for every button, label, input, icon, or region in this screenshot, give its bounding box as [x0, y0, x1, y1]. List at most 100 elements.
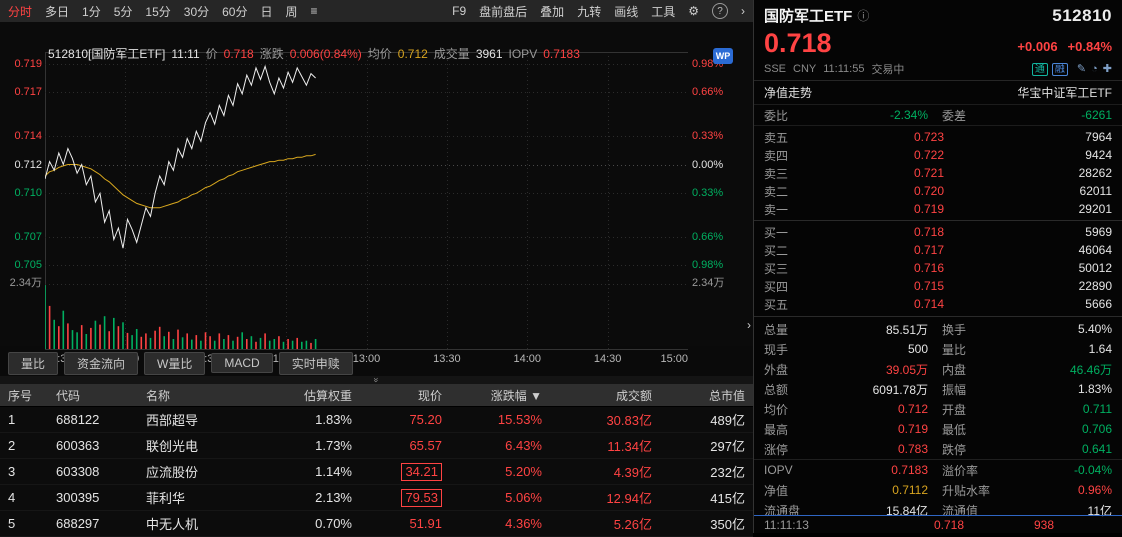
stat-value: 5.40% [1077, 322, 1112, 336]
ask-volume: 62011 [1079, 184, 1112, 198]
y-axis-price-label: 0.712 [14, 158, 42, 171]
bid-row[interactable]: 买三 0.716 50012 [754, 259, 1122, 277]
table-row[interactable]: 2 600363 联创光电 1.73% 65.57 6.43% 11.34亿 297亿 [0, 433, 753, 459]
stat-value: 1.64 [1088, 342, 1112, 356]
bid-price: 0.717 [913, 243, 944, 257]
table-row[interactable]: 5 688297 中无人机 0.70% 51.91 4.36% 5.26亿 350亿 [0, 511, 753, 537]
bid-row[interactable]: 买二 0.717 46064 [754, 241, 1122, 259]
etf-name: 国防军工ETF ⓘ [764, 8, 870, 25]
help-icon[interactable]: ? [712, 3, 728, 19]
gear-icon[interactable]: ⚙ [688, 4, 699, 18]
pen-icon[interactable]: ✎ [1076, 63, 1087, 75]
ask-row[interactable]: 卖一 0.719 29201 [754, 200, 1122, 218]
y-axis-pct-label: 0.33% [692, 187, 724, 200]
last-price: 0.718 [764, 28, 832, 58]
ask-price: 0.722 [913, 148, 944, 162]
stat-label: 最高 [764, 422, 789, 437]
table-row[interactable]: 4 300395 菲利华 2.13% 79.53 5.06% 12.94亿 415亿 [0, 485, 753, 511]
table-header-5[interactable]: 涨跌幅 ▼ [490, 388, 542, 403]
timeframe-tab-4[interactable]: 15分 [145, 4, 171, 19]
toolbar-tool-5[interactable]: 工具 [651, 4, 676, 19]
price-line [45, 64, 316, 249]
timeframe-tab-0[interactable]: 分时 [8, 4, 33, 19]
ask-row[interactable]: 卖五 0.723 7964 [754, 128, 1122, 146]
stat-row: 流通盘 15.84亿 流通值 11亿 [754, 500, 1122, 520]
y-axis-pct-label: 0.66% [692, 230, 724, 243]
chart-cursor-time: 11:11 [171, 47, 200, 61]
bid-label: 买一 [764, 225, 789, 240]
bid-row[interactable]: 买四 0.715 22890 [754, 277, 1122, 295]
bid-price: 0.716 [913, 261, 944, 275]
table-header-7[interactable]: 总市值 [708, 388, 745, 403]
indicator-tab-0[interactable]: 量比 [8, 351, 59, 375]
collapse-right-icon[interactable]: › [741, 4, 745, 18]
collapse-handle[interactable]: » [0, 376, 753, 384]
etf-code: 512810 [1052, 5, 1112, 25]
ask-row[interactable]: 卖二 0.720 62011 [754, 182, 1122, 200]
bell-icon[interactable]: ◔ [1091, 63, 1098, 75]
stat-value: 0.711 [1082, 402, 1112, 416]
price-change: +0.006 +0.84% [1017, 39, 1112, 54]
stat-row: 总量 85.51万 换手 5.40% [754, 319, 1122, 339]
stat-label: 跌停 [942, 442, 967, 457]
bid-price: 0.715 [913, 279, 944, 293]
table-header-0[interactable]: 序号 [8, 388, 33, 403]
toolbar-tool-3[interactable]: 九转 [577, 4, 602, 19]
table-header-3[interactable]: 估算权重 [303, 388, 352, 403]
indicator-tabs: 量比 资金流向 W量比 MACD 实时申赎 [0, 348, 361, 378]
table-header-2[interactable]: 名称 [146, 388, 171, 403]
tick-row[interactable]: 11:11:13 0.718 938 [754, 515, 1122, 533]
ask-volume: 9424 [1085, 148, 1112, 162]
intraday-plot[interactable] [45, 52, 688, 350]
ask-price: 0.719 [913, 202, 944, 216]
quote-stats: 总量 85.51万 换手 5.40% 现手 500 量比 1.64 外盘 39.05万 内盘 46.4… [754, 316, 1122, 520]
cell-code: 603308 [56, 464, 100, 479]
intraday-chart[interactable]: 512810[国防军工ETF] 11:11 价 0.718 涨跌 0.006(0.84%)… [0, 22, 753, 365]
bid-row[interactable]: 买五 0.714 5666 [754, 295, 1122, 313]
nav-trend-link[interactable]: 净值走势 [764, 86, 813, 100]
timeframe-tab-8[interactable]: 周 [285, 4, 298, 19]
timeframe-tab-1[interactable]: 多日 [45, 4, 70, 19]
stat-value: 15.84亿 [885, 503, 928, 518]
cell-turnover: 5.26亿 [613, 517, 652, 532]
cell-price: 75.20 [409, 412, 442, 427]
toolbar-tool-1[interactable]: 盘前盘后 [479, 4, 528, 19]
bid-book: 买一 0.718 5969 买二 0.717 46064 买三 0.716 50012 买四 0.7… [754, 220, 1122, 313]
timeframe-tab-7[interactable]: 日 [260, 4, 273, 19]
stat-label: 溢价率 [942, 463, 979, 478]
indicator-tab-4[interactable]: 实时申赎 [278, 351, 353, 375]
indicator-tab-1[interactable]: 资金流向 [64, 351, 139, 375]
expand-arrow-icon[interactable]: › [747, 318, 751, 332]
stat-value: 0.706 [1081, 422, 1112, 436]
info-icon[interactable]: ⓘ [857, 9, 870, 23]
toolbar-tool-0[interactable]: F9 [452, 4, 467, 18]
timeframe-tab-5[interactable]: 30分 [183, 4, 210, 19]
ask-row[interactable]: 卖三 0.721 28262 [754, 164, 1122, 182]
more-menu-icon[interactable]: ≡ [310, 4, 318, 18]
table-header-4[interactable]: 现价 [417, 388, 442, 403]
cell-name: 菲利华 [146, 491, 186, 506]
table-row[interactable]: 3 603308 应流股份 1.14% 34.21 5.20% 4.39亿 232亿 [0, 459, 753, 485]
cell-code: 600363 [56, 438, 100, 453]
y-axis-pct-label: 0.00% [692, 158, 724, 171]
add-icon[interactable]: ✚ [1102, 63, 1112, 75]
indicator-tab-2[interactable]: W量比 [144, 351, 206, 375]
y-axis-price-label: 0.714 [14, 129, 42, 142]
table-row[interactable]: 1 688122 西部超导 1.83% 75.20 15.53% 30.83亿 489亿 [0, 407, 753, 433]
bid-row[interactable]: 买一 0.718 5969 [754, 223, 1122, 241]
stat-label: 外盘 [764, 362, 789, 377]
table-header-6[interactable]: 成交额 [615, 388, 652, 403]
table-header-1[interactable]: 代码 [56, 388, 81, 403]
cell-change-pct: 5.06% [505, 490, 542, 505]
timeframe-tab-2[interactable]: 1分 [82, 4, 101, 19]
market-flag-badge-1: 融 [1051, 63, 1068, 76]
stat-value: 0.96% [1077, 483, 1112, 497]
toolbar-tool-2[interactable]: 叠加 [540, 4, 565, 19]
timeframe-tab-3[interactable]: 5分 [113, 4, 133, 19]
indicator-tab-3[interactable]: MACD [211, 353, 273, 373]
toolbar-tool-4[interactable]: 画线 [614, 4, 639, 19]
stat-row: 均价 0.712 开盘 0.711 [754, 399, 1122, 419]
stat-value: 0.7112 [892, 483, 928, 497]
ask-row[interactable]: 卖四 0.722 9424 [754, 146, 1122, 164]
timeframe-tab-6[interactable]: 60分 [222, 4, 248, 19]
